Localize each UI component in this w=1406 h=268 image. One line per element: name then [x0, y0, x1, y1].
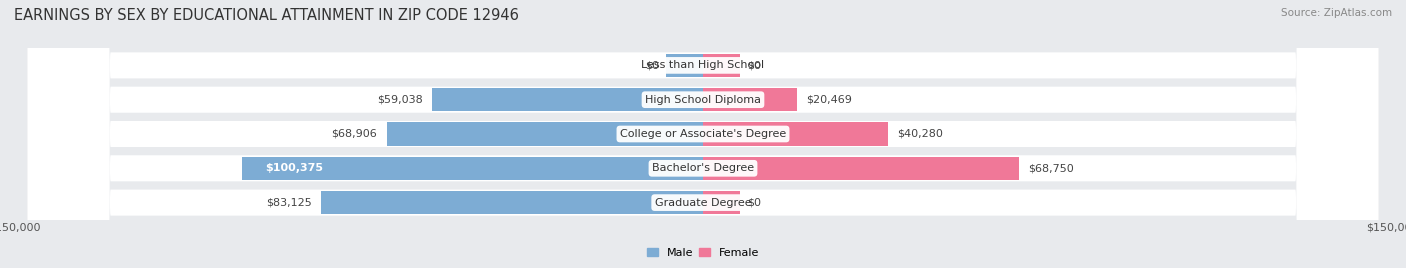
Text: $0: $0 [747, 198, 761, 208]
Text: Source: ZipAtlas.com: Source: ZipAtlas.com [1281, 8, 1392, 18]
Bar [432, 88, 703, 111]
FancyBboxPatch shape [28, 0, 1378, 268]
Text: $100,375: $100,375 [264, 163, 323, 173]
Text: $68,750: $68,750 [1028, 163, 1074, 173]
Text: High School Diploma: High School Diploma [645, 95, 761, 105]
Bar [703, 122, 889, 146]
Text: EARNINGS BY SEX BY EDUCATIONAL ATTAINMENT IN ZIP CODE 12946: EARNINGS BY SEX BY EDUCATIONAL ATTAINMEN… [14, 8, 519, 23]
FancyBboxPatch shape [28, 0, 1378, 268]
Bar [703, 191, 740, 214]
FancyBboxPatch shape [28, 0, 1378, 268]
Text: $83,125: $83,125 [266, 198, 312, 208]
Text: $68,906: $68,906 [332, 129, 377, 139]
Bar [321, 191, 703, 214]
Text: Graduate Degree: Graduate Degree [655, 198, 751, 208]
Bar [666, 54, 703, 77]
Text: Less than High School: Less than High School [641, 60, 765, 70]
Bar [703, 54, 740, 77]
Text: $20,469: $20,469 [806, 95, 852, 105]
Text: $59,038: $59,038 [377, 95, 423, 105]
Text: $0: $0 [747, 60, 761, 70]
Text: $0: $0 [645, 60, 659, 70]
Text: College or Associate's Degree: College or Associate's Degree [620, 129, 786, 139]
FancyBboxPatch shape [28, 0, 1378, 268]
FancyBboxPatch shape [28, 0, 1378, 268]
Bar [242, 157, 703, 180]
Bar [387, 122, 703, 146]
Bar [703, 157, 1019, 180]
Bar [703, 88, 797, 111]
Text: Bachelor's Degree: Bachelor's Degree [652, 163, 754, 173]
Legend: Male, Female: Male, Female [643, 243, 763, 262]
Text: $40,280: $40,280 [897, 129, 943, 139]
